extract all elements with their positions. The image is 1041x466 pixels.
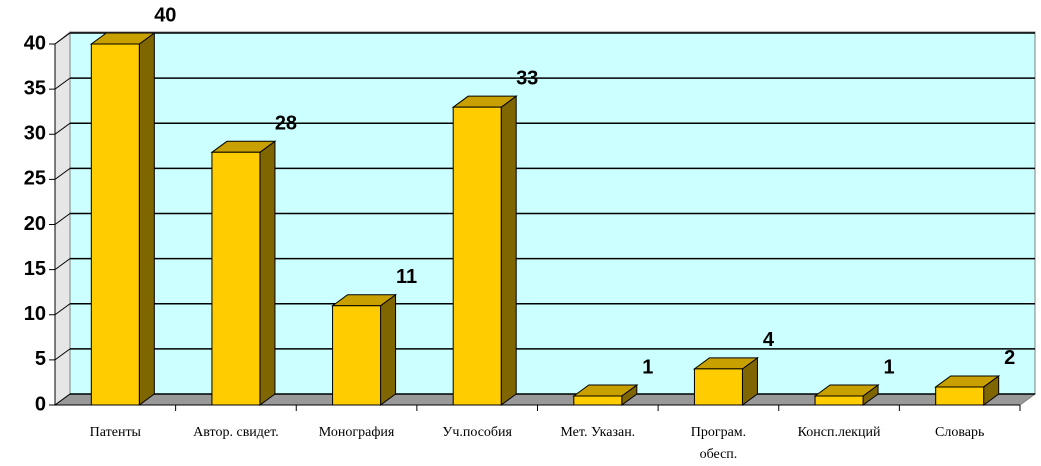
bar-side bbox=[500, 95, 517, 406]
bar-front bbox=[211, 151, 261, 406]
x-tick-label: Словарь bbox=[935, 425, 985, 440]
grid-line-side bbox=[54, 122, 71, 135]
bar bbox=[451, 95, 518, 406]
bar-side bbox=[138, 32, 155, 406]
grid-line-side bbox=[54, 303, 71, 316]
grid-line-side bbox=[54, 348, 71, 361]
bar bbox=[572, 383, 639, 406]
bar bbox=[331, 293, 398, 406]
x-tick-label: Програм. обесп. bbox=[690, 425, 747, 462]
y-tick-label: 15 bbox=[24, 258, 46, 280]
value-label: 33 bbox=[516, 67, 538, 89]
value-label: 2 bbox=[1004, 347, 1015, 369]
bar bbox=[813, 383, 880, 406]
value-label: 1 bbox=[884, 356, 895, 378]
bar bbox=[692, 356, 759, 406]
grid-line-side bbox=[54, 167, 71, 180]
bar bbox=[89, 32, 156, 406]
x-tick-label: Консп.лекций bbox=[797, 425, 881, 440]
y-tick-label: 25 bbox=[24, 168, 46, 190]
x-tick-label: Автор. свидет. bbox=[193, 425, 279, 440]
y-tick-label: 10 bbox=[24, 303, 46, 325]
floor bbox=[53, 393, 1037, 406]
value-label: 11 bbox=[396, 266, 417, 288]
bar-side bbox=[259, 140, 276, 406]
y-tick-label: 35 bbox=[24, 77, 46, 99]
x-tick-label: Монография bbox=[318, 425, 395, 440]
bar bbox=[210, 140, 277, 406]
grid-line-side bbox=[54, 77, 71, 90]
bar-front bbox=[693, 368, 743, 406]
x-tick-label: Уч.пособия bbox=[442, 425, 512, 440]
y-tick-label: 40 bbox=[24, 32, 46, 54]
bar-front bbox=[935, 386, 985, 406]
bar-front bbox=[452, 106, 502, 406]
bar-front bbox=[814, 395, 864, 406]
bar-front bbox=[573, 395, 623, 406]
bar bbox=[934, 374, 1001, 406]
y-tick-label: 20 bbox=[24, 213, 46, 235]
x-tick-label: Мет. Указан. bbox=[560, 425, 636, 440]
bar-front bbox=[90, 43, 140, 406]
bar-side bbox=[380, 293, 397, 406]
value-label: 4 bbox=[763, 329, 775, 351]
grid-line-side bbox=[54, 213, 71, 225]
grid-line-side bbox=[54, 258, 71, 271]
y-tick-label: 30 bbox=[24, 123, 46, 145]
grid-line-side bbox=[54, 32, 71, 45]
bar-front bbox=[332, 305, 382, 406]
value-label: 28 bbox=[275, 113, 297, 135]
y-tick-label: 5 bbox=[35, 348, 46, 370]
x-tick-label: Патенты bbox=[89, 425, 141, 440]
value-label: 40 bbox=[154, 4, 176, 26]
value-label: 1 bbox=[642, 356, 653, 378]
grid-line-side bbox=[54, 393, 71, 406]
y-tick-label: 0 bbox=[35, 393, 46, 415]
